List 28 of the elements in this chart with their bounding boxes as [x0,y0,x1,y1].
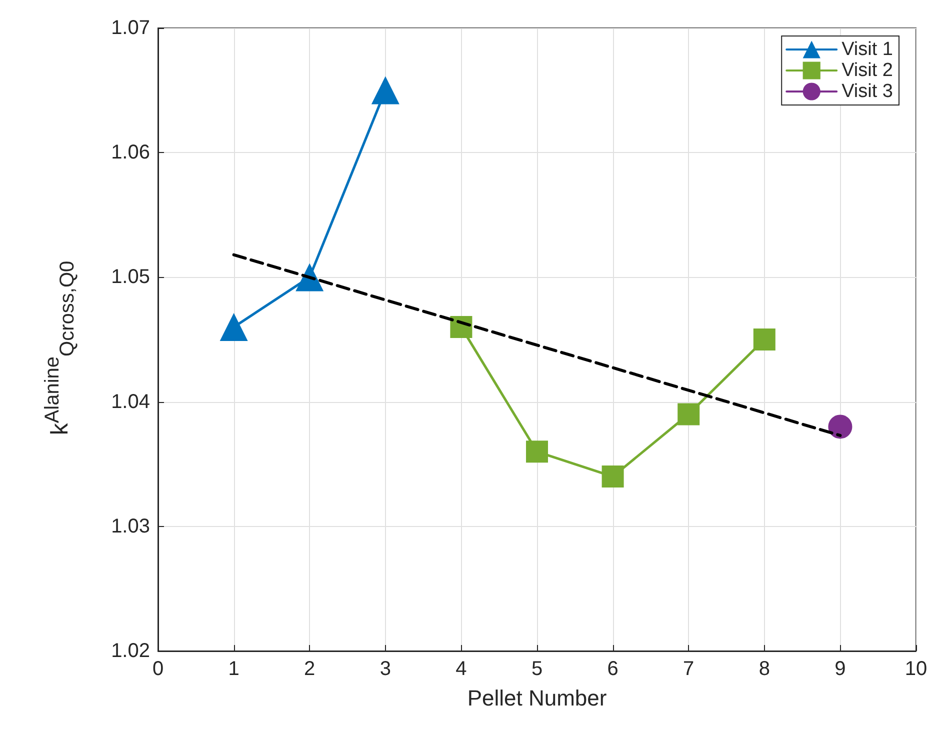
point [220,313,248,342]
legend-label: Visit 3 [842,81,894,102]
point [371,76,400,104]
x-tick-label: 7 [683,658,694,680]
x-tick-label: 3 [380,658,391,680]
x-tick-label: 9 [834,658,846,680]
point [753,328,776,350]
point [526,440,548,463]
point [828,414,852,439]
x-tick-label: 10 [904,658,928,680]
legend-label: Visit 1 [842,39,894,60]
y-tick-label: 1.07 [111,17,150,39]
legend-label: Visit 2 [842,60,894,81]
x-tick-label: 0 [152,658,164,680]
x-tick-label: 8 [758,658,770,680]
x-tick-label: 5 [531,658,543,680]
x-axis-title: Pellet Number [467,686,607,710]
y-tick-label: 1.04 [111,390,150,413]
y-tick-label: 1.05 [111,266,150,288]
x-tick-label: 1 [228,658,240,680]
point [602,466,624,488]
y-tick-label: 1.02 [111,640,150,662]
x-tick-label: 2 [304,658,316,680]
point [678,403,700,426]
y-tick-label: 1.03 [111,515,150,538]
x-tick-label: 6 [607,658,618,680]
y-tick-label: 1.06 [111,142,150,164]
x-tick-label: 4 [456,658,467,680]
